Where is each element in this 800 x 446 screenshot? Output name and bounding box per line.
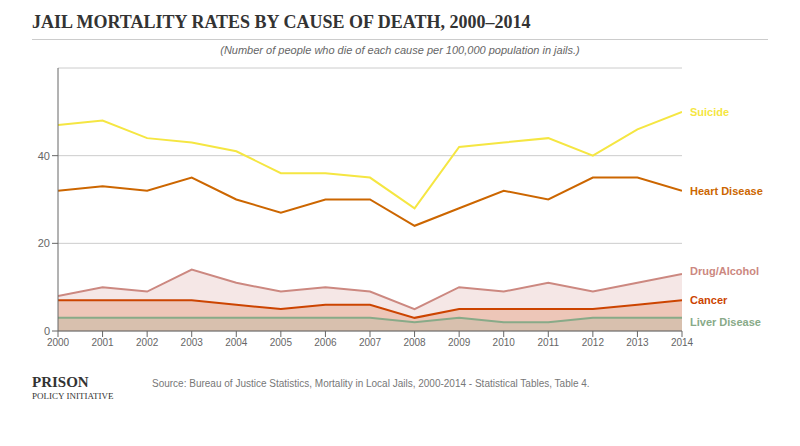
- html-text:Source: Bureau of Justice Stat: Source: Bureau of Justice Statistics, Mo…: [152, 378, 590, 389]
- svg-text:Heart Disease: Heart Disease: [690, 185, 763, 197]
- svg-text:Cancer: Cancer: [690, 294, 728, 306]
- svg-text:2010: 2010: [493, 337, 516, 348]
- svg-text:2005: 2005: [270, 337, 293, 348]
- svg-text:2008: 2008: [403, 337, 426, 348]
- html-text:JAIL MORTALITY RATES BY CAUSE: JAIL MORTALITY RATES BY CAUSE OF DEATH, …: [32, 12, 531, 32]
- svg-text:0: 0: [44, 325, 50, 337]
- svg-text:40: 40: [38, 150, 50, 162]
- svg-text:2009: 2009: [448, 337, 471, 348]
- svg-text:2000: 2000: [47, 337, 70, 348]
- svg-text:Liver Disease: Liver Disease: [690, 316, 761, 328]
- svg-text:2002: 2002: [136, 337, 159, 348]
- svg-text:2014: 2014: [671, 337, 694, 348]
- svg-text:2011: 2011: [538, 337, 560, 348]
- svg-text:2003: 2003: [181, 337, 204, 348]
- svg-text:Suicide: Suicide: [690, 106, 729, 118]
- svg-text:2012: 2012: [582, 337, 605, 348]
- html-text:(Number of people who die of e: (Number of people who die of each cause …: [220, 44, 580, 56]
- svg-text:2006: 2006: [314, 337, 337, 348]
- svg-text:2013: 2013: [626, 337, 649, 348]
- svg-text:2007: 2007: [359, 337, 382, 348]
- svg-text:Drug/Alcohol: Drug/Alcohol: [690, 265, 759, 277]
- svg-text:20: 20: [38, 237, 50, 249]
- html-text:PRISON: PRISON: [32, 374, 89, 390]
- svg-text:2001: 2001: [91, 337, 114, 348]
- svg-text:2004: 2004: [225, 337, 248, 348]
- html-text:POLICY INITIATIVE: POLICY INITIATIVE: [32, 391, 114, 401]
